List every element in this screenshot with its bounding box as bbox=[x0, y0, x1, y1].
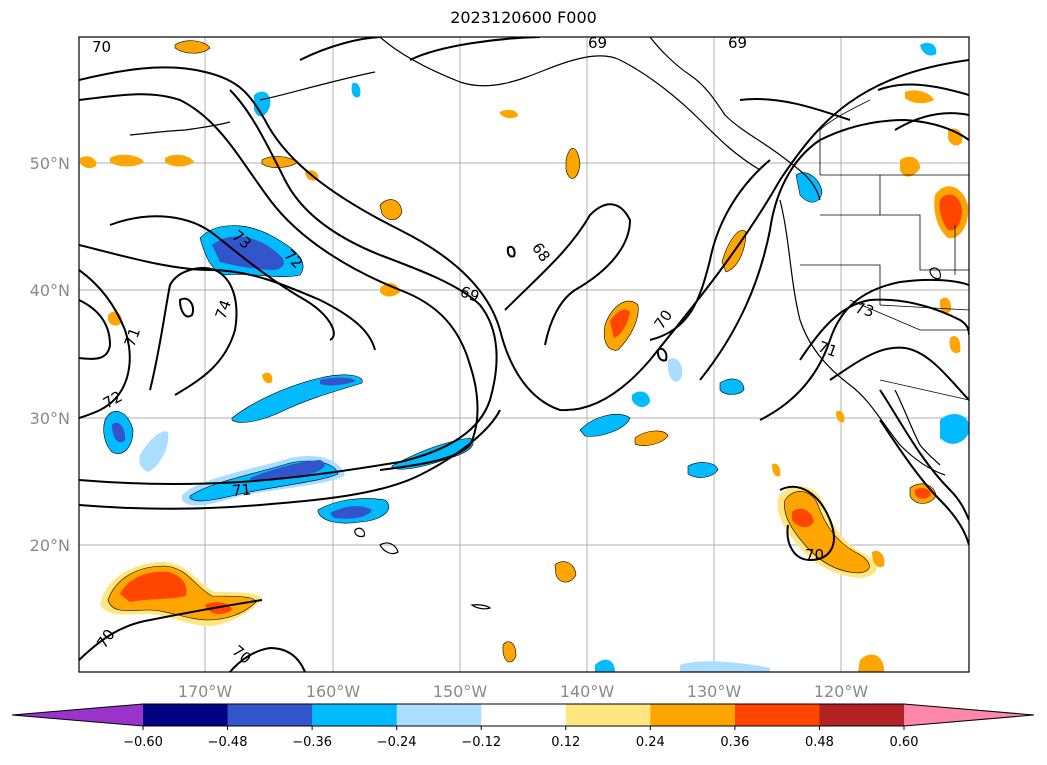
map-title: 2023120600 F000 bbox=[450, 8, 597, 27]
colorbar: −0.60 −0.48 −0.36 −0.24 −0.12 0.12 0.24 0.36 0.4… bbox=[11, 703, 1035, 750]
shaded-anomaly-fields bbox=[80, 40, 969, 672]
colorbar-tick-label: 0.36 bbox=[720, 735, 749, 750]
geopotential-contours bbox=[79, 37, 969, 672]
map-frame bbox=[78, 36, 970, 673]
colorbar-tick-label: 0.24 bbox=[636, 735, 665, 750]
contour-label: 70 bbox=[92, 38, 111, 56]
lat-label-40n: 40°N bbox=[30, 281, 70, 300]
colorbar-segment bbox=[312, 704, 398, 726]
colorbar-segment bbox=[650, 704, 736, 726]
colorbar-extend-low bbox=[12, 704, 143, 726]
colorbar-segment bbox=[734, 704, 820, 726]
lon-label-170w: 170°W bbox=[178, 682, 233, 701]
colorbar-segment bbox=[396, 704, 482, 726]
contour-label: 74 bbox=[212, 298, 235, 322]
colorbar-tick-label: −0.60 bbox=[123, 735, 163, 750]
gridlines bbox=[79, 37, 969, 672]
contour-label: 71 bbox=[816, 337, 840, 360]
lat-label-20n: 20°N bbox=[30, 536, 70, 555]
contour-label: 71 bbox=[231, 480, 252, 500]
colorbar-segment bbox=[819, 704, 905, 726]
contour-label: 71 bbox=[121, 325, 144, 349]
contour-label: 70 bbox=[805, 546, 824, 564]
lon-label-160w: 160°W bbox=[306, 682, 361, 701]
colorbar-segment bbox=[565, 704, 651, 726]
map-area bbox=[79, 37, 969, 672]
colorbar-segment bbox=[227, 704, 313, 726]
contour-label: 69 bbox=[588, 34, 607, 52]
colorbar-tick-label: −0.48 bbox=[208, 735, 248, 750]
colorbar-tick-label: 0.60 bbox=[890, 735, 919, 750]
colorbar-tick-label: −0.36 bbox=[292, 735, 332, 750]
colorbar-tick-label: −0.12 bbox=[461, 735, 501, 750]
colorbar-segment bbox=[143, 704, 229, 726]
lon-label-120w: 120°W bbox=[814, 682, 869, 701]
lon-label-130w: 130°W bbox=[687, 682, 742, 701]
colorbar-extend-high bbox=[904, 704, 1034, 726]
contour-label: 73 bbox=[853, 298, 876, 320]
colorbar-tick-label: 0.48 bbox=[805, 735, 834, 750]
longitude-labels: 170°W 160°W 150°W 140°W 130°W 120°W bbox=[178, 682, 869, 701]
lat-label-50n: 50°N bbox=[30, 154, 70, 173]
latitude-labels: 50°N 40°N 30°N 20°N bbox=[30, 154, 70, 555]
colorbar-segment bbox=[481, 704, 567, 726]
borders bbox=[800, 99, 969, 401]
lat-label-30n: 30°N bbox=[30, 409, 70, 428]
lon-label-140w: 140°W bbox=[560, 682, 615, 701]
coastlines bbox=[129, 37, 946, 610]
colorbar-tick-label: −0.24 bbox=[377, 735, 417, 750]
contour-label: 69 bbox=[458, 282, 482, 305]
colorbar-tick-label: 0.12 bbox=[551, 735, 580, 750]
contour-label: 69 bbox=[728, 34, 747, 52]
lon-label-150w: 150°W bbox=[433, 682, 488, 701]
